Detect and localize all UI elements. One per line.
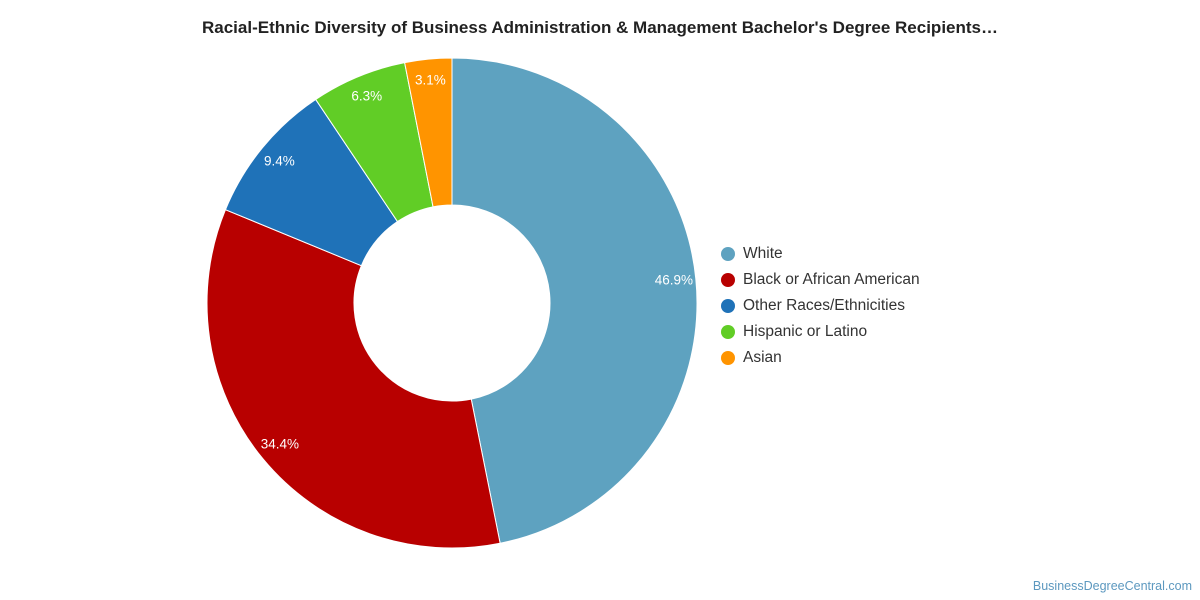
legend-item-black-or-african-american[interactable]: Black or African American xyxy=(721,267,920,293)
slice-label-white: 46.9% xyxy=(655,273,693,288)
slice-label-black-or-african-american: 34.4% xyxy=(261,436,299,451)
slice-asian[interactable] xyxy=(404,57,453,208)
legend-swatch-asian xyxy=(721,351,735,365)
legend-label-white: White xyxy=(743,245,783,262)
legend-label-hispanic-or-latino: Hispanic or Latino xyxy=(743,323,868,340)
slice-white[interactable] xyxy=(451,57,698,544)
legend-label-other-races-ethnicities: Other Races/Ethnicities xyxy=(743,297,905,314)
donut-slice-labels: 46.9% 34.4% 9.4% 6.3% 3.1% xyxy=(261,73,693,452)
legend-item-white[interactable]: White xyxy=(721,241,920,267)
slice-label-other-races-ethnicities: 9.4% xyxy=(264,153,295,168)
legend-item-asian[interactable]: Asian xyxy=(721,345,920,371)
legend-swatch-other-races-ethnicities xyxy=(721,299,735,313)
slice-black-or-african-american[interactable] xyxy=(206,209,501,549)
legend-item-other-races-ethnicities[interactable]: Other Races/Ethnicities xyxy=(721,293,920,319)
source-watermark[interactable]: BusinessDegreeCentral.com xyxy=(1032,579,1192,593)
slice-label-asian: 3.1% xyxy=(415,73,446,88)
legend-swatch-black-or-african-american xyxy=(721,273,735,287)
chart-title: Racial-Ethnic Diversity of Business Admi… xyxy=(201,18,998,37)
legend-swatch-white xyxy=(721,247,735,261)
chart-legend: White Black or African American Other Race… xyxy=(721,241,920,371)
legend-swatch-hispanic-or-latino xyxy=(721,325,735,339)
legend-item-hispanic-or-latino[interactable]: Hispanic or Latino xyxy=(721,319,920,345)
legend-label-asian: Asian xyxy=(743,349,782,366)
slice-label-hispanic-or-latino: 6.3% xyxy=(351,89,382,104)
legend-label-black-or-african-american: Black or African American xyxy=(743,271,920,288)
donut-slices xyxy=(206,57,698,549)
